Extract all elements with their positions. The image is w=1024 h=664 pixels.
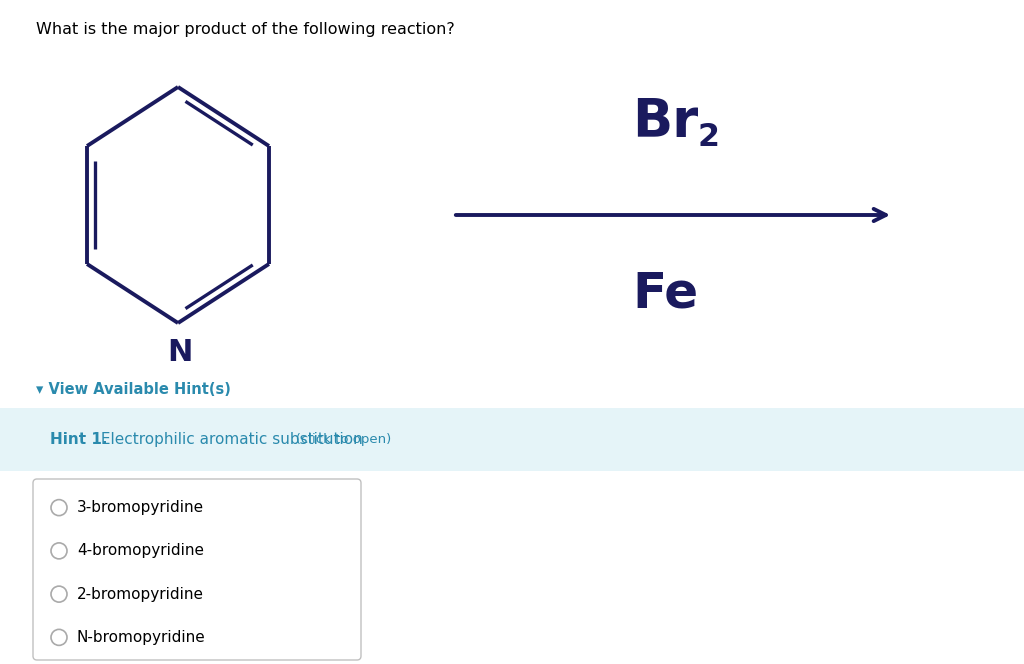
Text: 3-bromopyridine: 3-bromopyridine — [77, 500, 204, 515]
Text: (click to open): (click to open) — [283, 433, 391, 446]
Text: ▾ View Available Hint(s): ▾ View Available Hint(s) — [36, 382, 230, 398]
Text: What is the major product of the following reaction?: What is the major product of the followi… — [36, 22, 455, 37]
Text: 4-bromopyridine: 4-bromopyridine — [77, 543, 204, 558]
Text: Br: Br — [632, 96, 698, 148]
Text: 2: 2 — [697, 122, 719, 153]
FancyBboxPatch shape — [33, 479, 361, 660]
Text: Fe: Fe — [632, 270, 698, 318]
Text: 2-bromopyridine: 2-bromopyridine — [77, 586, 204, 602]
Text: Electrophilic aromatic substitution: Electrophilic aromatic substitution — [96, 432, 362, 447]
Bar — [0, 408, 1024, 471]
Text: N: N — [167, 338, 193, 367]
Text: N-bromopyridine: N-bromopyridine — [77, 630, 206, 645]
Text: Hint 1.: Hint 1. — [50, 432, 108, 447]
